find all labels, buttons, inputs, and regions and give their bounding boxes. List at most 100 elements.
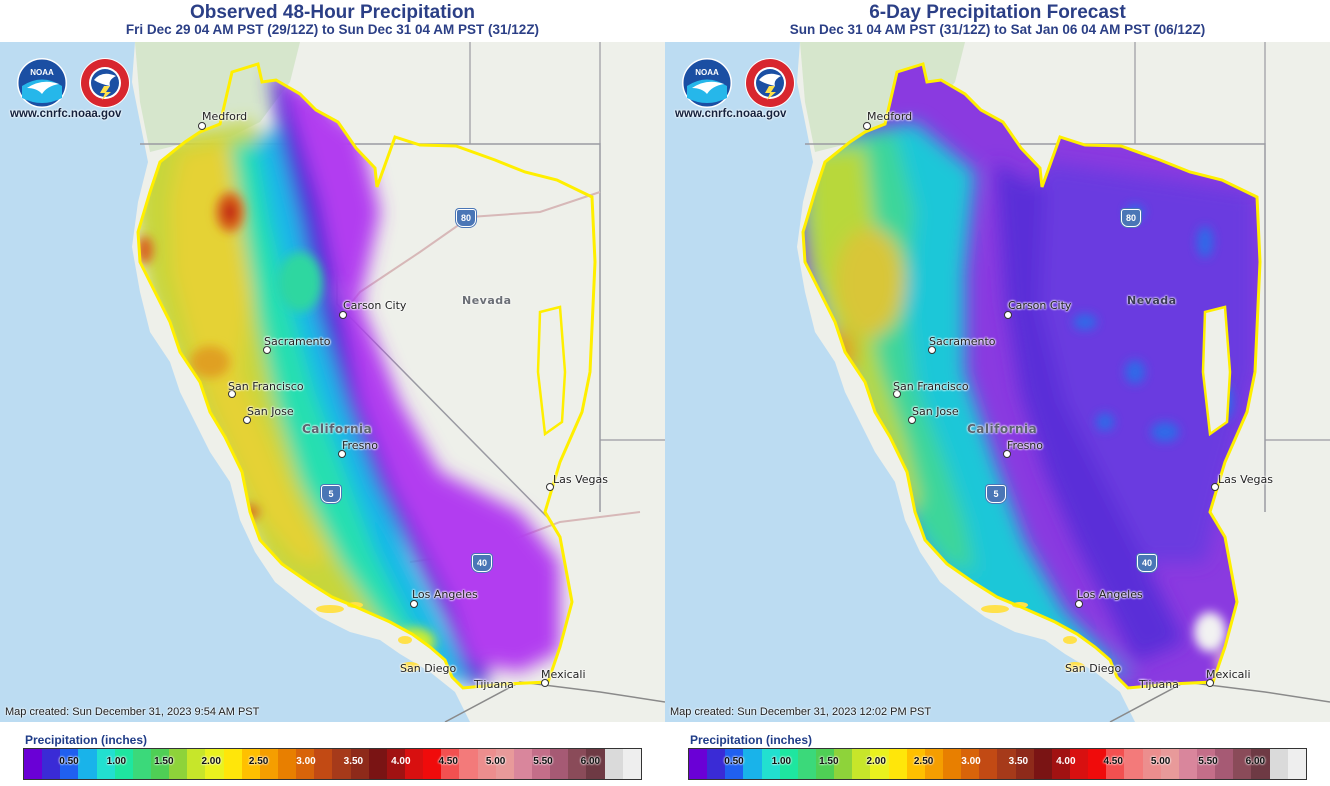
legend-color-swatch [1178, 749, 1197, 779]
channel-island [398, 636, 412, 644]
city-dot [863, 122, 871, 130]
nws-logo-icon [746, 59, 794, 107]
legend-color-swatch [870, 749, 889, 779]
nws-logo[interactable] [745, 58, 795, 108]
city-sacramento: Sacramento [264, 335, 331, 348]
noaa-logo[interactable]: NOAA [682, 58, 732, 108]
legend-color-swatch [441, 749, 460, 779]
legend-color-swatch [689, 749, 708, 779]
legend-color-swatch [1088, 749, 1107, 779]
legend-color-swatch [1160, 749, 1179, 779]
legend-color-swatch [550, 749, 569, 779]
channel-island [400, 662, 420, 672]
city-dot [1075, 600, 1083, 608]
nws-logo-icon [81, 59, 129, 107]
basin-boundary [136, 62, 597, 690]
legend-color-swatch [604, 749, 623, 779]
legend-color-swatch [205, 749, 224, 779]
site-url[interactable]: www.cnrfc.noaa.gov [675, 108, 787, 120]
legend-label: Precipitation (inches) [690, 733, 813, 747]
city-dot [928, 346, 936, 354]
legend-color-swatch [513, 749, 532, 779]
basin-boundary [801, 62, 1262, 690]
legend-color-swatch [187, 749, 206, 779]
basin-boundary-inner [536, 305, 567, 437]
state-borders-2 [469, 42, 665, 441]
highway-shield-40: 40 [1137, 554, 1157, 572]
legend-color-swatch [568, 749, 587, 779]
legend-color-swatch [1124, 749, 1143, 779]
city-san-jose: San Jose [912, 405, 959, 418]
legend-color-swatch [815, 749, 835, 779]
legend-color-swatch [404, 749, 424, 779]
state-label-california: California [302, 422, 373, 436]
highway-shield-5: 5 [321, 485, 341, 503]
city-san-francisco: San Francisco [893, 380, 969, 393]
legend-color-swatch [259, 749, 278, 779]
city-tijuana: Tijuana [1139, 678, 1179, 691]
legend-color-swatch [350, 749, 369, 779]
city-dot [893, 390, 901, 398]
legend-color-swatch [531, 749, 551, 779]
precip-map[interactable]: NOAA www.cnrfc.noaa.gov Medford Carson C… [0, 42, 665, 722]
city-sacramento: Sacramento [929, 335, 996, 348]
legend-color-swatch [96, 749, 115, 779]
legend-color-swatch [1069, 749, 1089, 779]
legend-color-swatch [1033, 749, 1052, 779]
legend-color-swatch [60, 749, 79, 779]
state-label-california: California [967, 422, 1038, 436]
city-dot [410, 600, 418, 608]
map-created-note: Map created: Sun December 31, 2023 12:02… [670, 706, 932, 718]
city-san-diego: San Diego [1065, 662, 1122, 675]
legend-color-swatch [223, 749, 242, 779]
city-san-francisco: San Francisco [228, 380, 304, 393]
mexico-border [1109, 681, 1330, 722]
city-mexicali: Mexicali [541, 668, 586, 681]
legend-color-swatch [906, 749, 925, 779]
legend-color-swatch [1269, 749, 1288, 779]
city-las-vegas: Las Vegas [1218, 473, 1273, 486]
city-tijuana: Tijuana [474, 678, 514, 691]
city-fresno: Fresno [1007, 439, 1044, 452]
map-created-note: Map created: Sun December 31, 2023 9:54 … [5, 706, 260, 718]
legend-color-swatch [78, 749, 97, 779]
highway-shield-5: 5 [986, 485, 1006, 503]
site-url[interactable]: www.cnrfc.noaa.gov [10, 108, 122, 120]
noaa-logo-icon: NOAA [682, 58, 732, 108]
city-dot [1004, 311, 1012, 319]
legend-color-swatch [241, 749, 260, 779]
legend-color-swatch [459, 749, 478, 779]
legend-color-swatch [477, 749, 496, 779]
city-dot [1206, 679, 1214, 687]
legend-color-swatch [1051, 749, 1070, 779]
state-borders-2 [1134, 42, 1330, 441]
legend-color-swatch [779, 749, 798, 779]
state-label-nevada: Nevada [1127, 294, 1177, 307]
legend-color-swatch [942, 749, 962, 779]
city-dot [1211, 483, 1219, 491]
legend-color-swatch [368, 749, 387, 779]
city-mexicali: Mexicali [1206, 668, 1251, 681]
noaa-logo[interactable]: NOAA [17, 58, 67, 108]
city-las-vegas: Las Vegas [553, 473, 608, 486]
legend-color-swatch [1142, 749, 1161, 779]
panel-subtitle: Sun Dec 31 04 AM PST (31/12Z) to Sat Jan… [789, 22, 1206, 37]
state-label-nevada: Nevada [462, 294, 512, 307]
legend-color-swatch [277, 749, 297, 779]
city-dot [546, 483, 554, 491]
legend-color-swatch [296, 749, 315, 779]
legend-color-swatch [1015, 749, 1034, 779]
nws-logo[interactable] [80, 58, 130, 108]
city-los-angeles: Los Angeles [412, 588, 478, 601]
city-fresno: Fresno [342, 439, 379, 452]
mexico-border [444, 681, 665, 722]
map-canvas [665, 42, 1330, 722]
legend-color-swatch [797, 749, 816, 779]
legend-color-swatch [150, 749, 170, 779]
legend-color-swatch [586, 749, 605, 779]
noaa-logo-icon: NOAA [17, 58, 67, 108]
legend-color-swatch [979, 749, 998, 779]
legend-color-swatch [314, 749, 333, 779]
legend-color-swatch [743, 749, 762, 779]
precip-map[interactable]: NOAA www.cnrfc.noaa.gov Medford Carson C… [665, 42, 1330, 722]
